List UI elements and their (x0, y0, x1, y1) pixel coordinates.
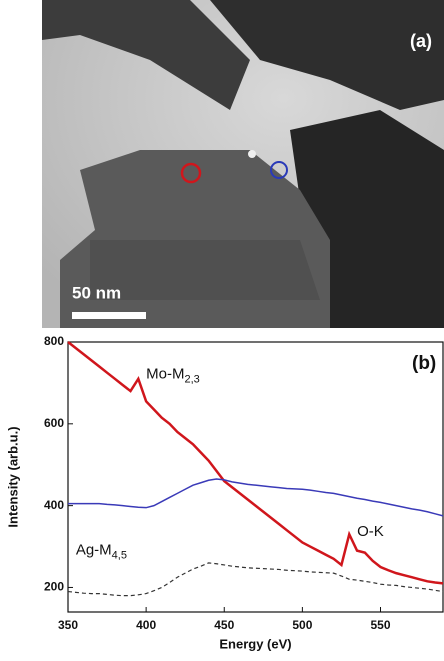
series-line (68, 563, 443, 596)
annotation-subscript: 4,5 (112, 550, 127, 562)
figure: (a) 50 nm 200 400 600 800 350 400 450 500 550 Ene… (0, 0, 444, 656)
panel-label: (b) (412, 353, 436, 374)
series-line (68, 342, 443, 583)
panel-label: (a) (410, 31, 432, 51)
x-tick-label: 500 (292, 618, 312, 632)
x-tick-label: 350 (58, 618, 78, 632)
series-line (68, 479, 443, 516)
annotation-text: O-K (357, 523, 384, 540)
annotation: Ag-M4,5 (76, 542, 127, 562)
y-tick-label: 600 (44, 416, 64, 430)
annotation: O-K (357, 523, 384, 540)
x-tick-label: 550 (370, 618, 390, 632)
x-tick-label: 450 (214, 618, 234, 632)
y-tick-label: 400 (44, 498, 64, 512)
y-tick-label: 200 (44, 580, 64, 594)
scale-bar-label: 50 nm (72, 283, 121, 302)
annotation-subscript: 2,3 (184, 374, 199, 386)
plot-frame (68, 342, 443, 612)
x-axis-title: Energy (eV) (219, 636, 291, 651)
tem-image: (a) 50 nm (42, 0, 444, 328)
y-axis-title: Intensity (arb.u.) (5, 426, 20, 527)
x-tick-label: 400 (136, 618, 156, 632)
annotation-text: Ag-M (76, 542, 112, 559)
annotation-text: Mo-M (146, 366, 184, 383)
chart: 200 400 600 800 350 400 450 500 550 Energy (eV) In… (5, 334, 443, 651)
annotation: Mo-M2,3 (146, 366, 200, 386)
y-tick-label: 800 (44, 334, 64, 348)
